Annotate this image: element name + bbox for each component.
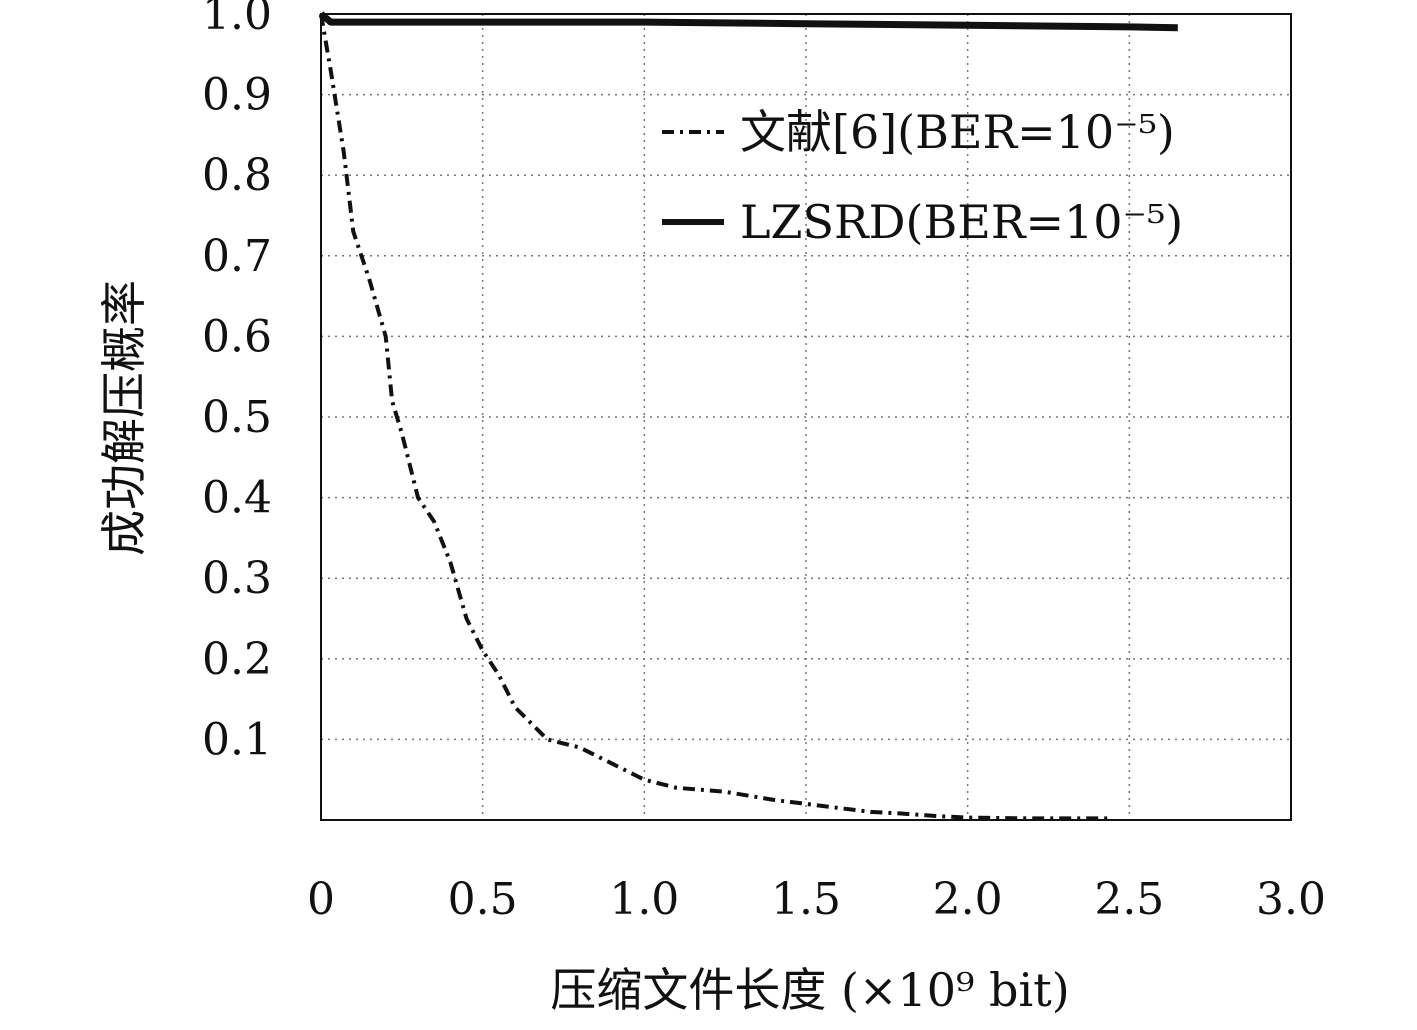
- y-tick-label: 0.7: [202, 231, 272, 282]
- y-tick-label: 0.1: [202, 714, 272, 765]
- x-tick-label: 0: [307, 874, 335, 925]
- x-tick-label: 3.0: [1256, 874, 1326, 925]
- legend-label-ref6: 文献[6](BER=10⁻⁵): [740, 105, 1175, 159]
- legend-label-lzsrd: LZSRD(BER=10⁻⁵): [740, 195, 1183, 249]
- x-axis-title: 压缩文件长度 (×10⁹ bit): [550, 963, 1069, 1017]
- y-axis-title: 成功解压概率: [97, 280, 151, 556]
- series-line-lzsrd: [318, 11, 1178, 32]
- x-tick-labels: 0 0.5 1.0 1.5 2.0 2.5 3.0: [307, 874, 1326, 925]
- x-tick-label: 0.5: [448, 874, 518, 925]
- y-tick-label: 1.0: [202, 0, 272, 40]
- x-tick-label: 2.5: [1094, 874, 1164, 925]
- y-tick-label: 0.6: [202, 311, 272, 362]
- y-tick-label: 0.3: [202, 553, 272, 604]
- series-lines: [318, 11, 1178, 821]
- y-tick-label: 0.9: [202, 70, 272, 121]
- plot-frame: [320, 13, 1292, 821]
- grid-lines: [321, 14, 1291, 820]
- x-tick-label: 1.0: [609, 874, 679, 925]
- y-tick-label: 0.8: [202, 150, 272, 201]
- x-tick-label: 2.0: [933, 874, 1003, 925]
- legend: 文献[6](BER=10⁻⁵) LZSRD(BER=10⁻⁵): [662, 105, 1183, 249]
- y-tick-labels: 0.1 0.2 0.3 0.4 0.5 0.6 0.7 0.8 0.9 1.0: [202, 0, 272, 765]
- y-tick-label: 0.2: [202, 634, 272, 685]
- y-tick-label: 0.5: [202, 392, 272, 443]
- series-line-ref6: [319, 13, 1114, 821]
- y-tick-label: 0.4: [202, 473, 272, 524]
- x-tick-label: 1.5: [771, 874, 841, 925]
